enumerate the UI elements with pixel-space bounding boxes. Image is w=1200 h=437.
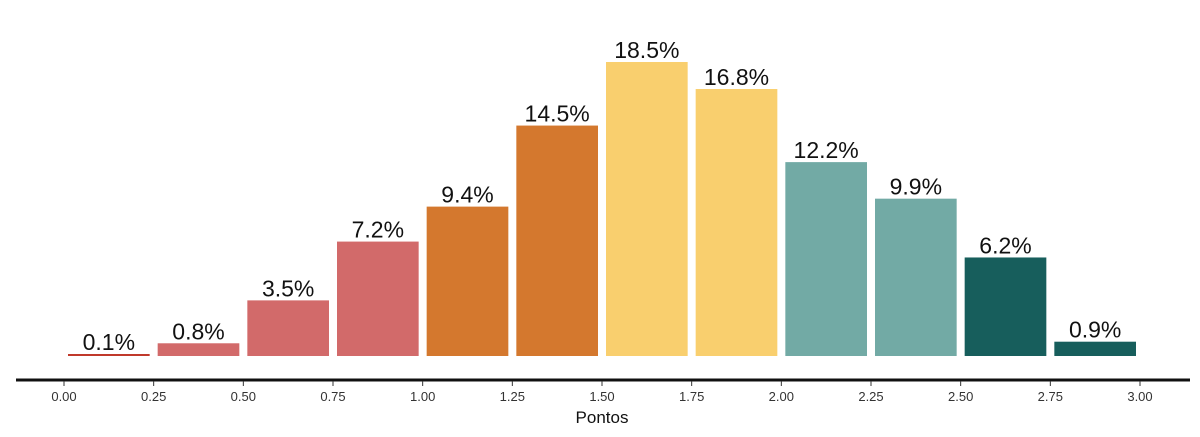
bar-0 (68, 354, 150, 356)
bar-label-6: 18.5% (614, 37, 679, 63)
bar-2 (247, 300, 329, 356)
x-tick-label-5: 1.25 (500, 389, 525, 404)
x-tick-label-8: 2.00 (769, 389, 794, 404)
bar-label-1: 0.8% (172, 318, 224, 344)
bar-label-8: 12.2% (794, 137, 859, 163)
bar-11 (1054, 341, 1136, 356)
x-axis-title: Pontos (576, 408, 629, 427)
bar-5 (516, 125, 598, 356)
x-tick-label-11: 2.75 (1038, 389, 1063, 404)
bar-label-2: 3.5% (262, 275, 314, 301)
x-tick-label-2: 0.50 (231, 389, 256, 404)
bar-7 (695, 89, 778, 357)
bar-labels-group: 0.1% 0.8% 3.5% 7.2% 9.4% 14.5% 18.5% 16.8% 12.2%… (83, 37, 1122, 355)
x-tick-label-1: 0.25 (141, 389, 166, 404)
bar-label-10: 6.2% (979, 232, 1031, 258)
bar-1 (157, 343, 240, 356)
bar-9 (875, 198, 957, 356)
bar-3 (337, 241, 419, 356)
bars-group (68, 62, 1136, 357)
bar-6 (606, 62, 688, 356)
x-ticks-group: 0.00 0.25 0.50 0.75 1.00 1.25 1.50 1.75 2.00 2.25… (51, 381, 1153, 404)
x-tick-label-3: 0.75 (320, 389, 345, 404)
bar-label-3: 7.2% (352, 217, 404, 243)
bar-label-0: 0.1% (83, 329, 135, 355)
bar-label-11: 0.9% (1069, 317, 1121, 343)
bar-10 (964, 257, 1047, 356)
x-tick-label-12: 3.00 (1127, 389, 1152, 404)
bar-label-9: 9.9% (890, 174, 942, 200)
bar-label-4: 9.4% (441, 182, 493, 208)
x-tick-label-9: 2.25 (858, 389, 883, 404)
x-tick-label-10: 2.50 (948, 389, 973, 404)
x-tick-label-4: 1.00 (410, 389, 435, 404)
bar-8 (785, 162, 867, 356)
bar-label-5: 14.5% (525, 101, 590, 127)
x-tick-label-7: 1.75 (679, 389, 704, 404)
x-tick-label-0: 0.00 (51, 389, 76, 404)
bar-label-7: 16.8% (704, 64, 769, 90)
bar-4 (426, 206, 509, 356)
x-tick-label-6: 1.50 (589, 389, 614, 404)
